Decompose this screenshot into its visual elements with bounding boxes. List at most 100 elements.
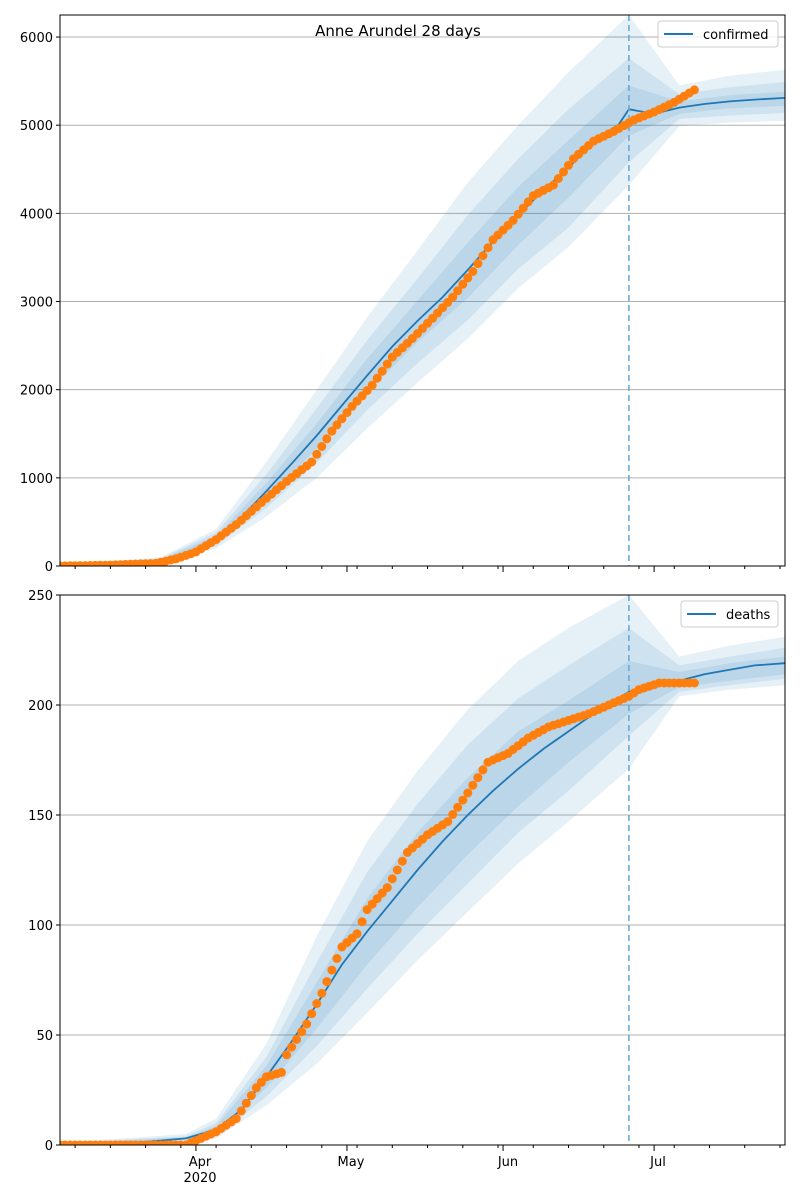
observed-point [453, 802, 463, 812]
observed-point [322, 434, 332, 444]
y-tick-label: 3000 [20, 296, 53, 311]
deaths-panel: 0 50 100 150 200 250 deaths [28, 589, 786, 1154]
y-tick-label: 250 [28, 589, 53, 604]
observed-point [392, 865, 402, 875]
observed-point [453, 286, 463, 296]
observed-point [478, 251, 488, 261]
observed-point [246, 1091, 256, 1100]
observed-point [332, 954, 342, 963]
deaths-gridlines [60, 704, 785, 1036]
deaths-legend-box [680, 600, 779, 628]
observed-point [307, 457, 317, 467]
observed-point [357, 917, 367, 927]
observed-point [443, 817, 453, 827]
observed-point [458, 279, 468, 289]
observed-point [689, 678, 699, 688]
observed-point [312, 999, 322, 1008]
deaths-uncertainty-bands [60, 595, 785, 1145]
x-tick-label-jun: Jun [497, 1155, 518, 1170]
confirmed-legend-label: confirmed [703, 28, 769, 43]
observed-point [513, 209, 523, 219]
x-tick-label-year: 2020 [183, 1171, 216, 1186]
observed-point [448, 292, 458, 302]
deaths-y-axis: 0 50 100 150 200 250 [28, 589, 60, 1154]
confirmed-gridlines [60, 36, 785, 479]
observed-point [559, 167, 568, 177]
observed-point [397, 856, 407, 866]
y-tick-label: 1000 [20, 472, 53, 487]
observed-point [478, 765, 488, 775]
deaths-x-axis-ticks [74, 1145, 781, 1151]
y-tick-label: 6000 [20, 31, 53, 46]
observed-point [382, 359, 392, 369]
observed-point [292, 1034, 302, 1044]
observed-point [468, 780, 478, 790]
observed-point [689, 85, 699, 95]
observed-point [473, 259, 483, 269]
deaths-observed-points [60, 678, 699, 1145]
x-axis-labels: Apr 2020 May Jun Jul [183, 1155, 665, 1186]
observed-point [327, 965, 337, 975]
band-inner [60, 656, 785, 1145]
observed-point [322, 977, 332, 987]
observed-point [564, 160, 573, 170]
y-tick-label: 150 [28, 809, 53, 824]
observed-point [553, 174, 563, 183]
observed-point [483, 243, 493, 253]
observed-point [377, 366, 387, 376]
band-middle [60, 58, 785, 566]
y-tick-label: 200 [28, 699, 53, 714]
chart-title: Anne Arundel 28 days [315, 22, 481, 40]
confirmed-observed-points [60, 85, 699, 566]
observed-point [458, 795, 468, 805]
x-tick-label-jul: Jul [649, 1155, 666, 1170]
observed-point [468, 267, 478, 276]
observed-point [508, 215, 518, 225]
observed-point [241, 1098, 251, 1108]
observed-point [327, 426, 337, 436]
confirmed-legend: confirmed [657, 20, 779, 48]
observed-point [372, 373, 382, 383]
observed-point [287, 1042, 297, 1052]
observed-point [302, 1019, 312, 1029]
observed-point [463, 788, 473, 798]
observed-point [352, 929, 362, 939]
y-tick-label: 5000 [20, 119, 53, 134]
deaths-legend-label: deaths [726, 608, 771, 623]
x-tick-label-apr: Apr [189, 1155, 212, 1170]
confirmed-panel: 0 1000 2000 3000 4000 5000 6000 Anne Arundel 2… [20, 14, 786, 575]
confirmed-legend-box [657, 20, 779, 48]
y-tick-label: 100 [28, 919, 53, 934]
y-tick-label: 0 [45, 1139, 53, 1154]
observed-point [337, 414, 347, 424]
x-tick-label-may: May [338, 1155, 365, 1170]
band-middle [60, 628, 785, 1145]
observed-point [332, 420, 342, 430]
observed-point [548, 180, 558, 190]
observed-point [448, 810, 458, 819]
observed-point [317, 988, 327, 998]
y-tick-label: 4000 [20, 207, 53, 222]
observed-point [342, 408, 352, 418]
observed-point [312, 449, 322, 459]
confirmed-plot-frame [59, 14, 786, 567]
observed-point [367, 380, 377, 390]
observed-point [463, 273, 473, 283]
band-outer [60, 15, 785, 566]
confirmed-y-axis: 0 1000 2000 3000 4000 5000 6000 [20, 31, 60, 575]
band-outer [60, 595, 785, 1145]
observed-point [307, 1009, 317, 1019]
observed-point [387, 874, 397, 884]
y-tick-label: 0 [45, 560, 53, 575]
observed-point [518, 203, 528, 213]
y-tick-label: 2000 [20, 384, 53, 399]
observed-point [297, 1027, 307, 1037]
observed-point [236, 1106, 246, 1116]
observed-point [231, 1114, 241, 1124]
observed-point [282, 1050, 292, 1060]
deaths-legend: deaths [680, 600, 779, 628]
observed-point [277, 1067, 286, 1077]
confirmed-x-axis-ticks [74, 566, 781, 572]
